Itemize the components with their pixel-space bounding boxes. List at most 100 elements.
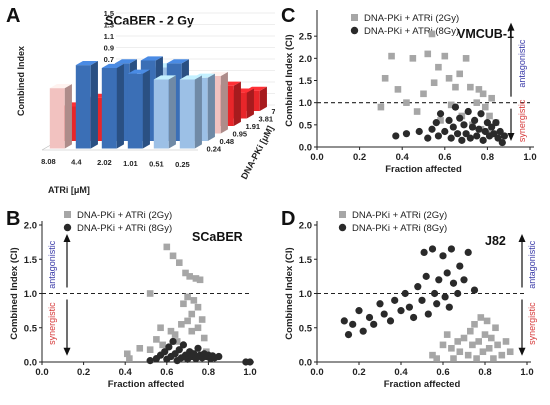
data-point-square [184,293,191,301]
y-tick-label: 0.5 [24,323,38,334]
y-axis-label: Combined Index (CI) [9,247,20,339]
x-tick-label: 1.01 [123,159,138,168]
legend-marker-square [64,211,71,218]
bar-side-face [246,88,254,119]
synergistic-arrow-head [63,347,71,356]
x-tick-label: 0.6 [438,152,451,163]
y-tick-label: 2.0 [299,221,312,232]
panel-label-a: A [6,5,20,27]
bar-side-face [168,75,176,149]
data-point-circle [436,110,445,118]
bar-top-face [101,63,124,68]
chart-title: SCaBER [192,230,243,244]
data-point-square [200,334,208,342]
y-tick-label: 1.0 [299,98,312,109]
data-point-circle [365,313,374,322]
bar-top-face [140,56,163,61]
data-point-square [498,351,506,359]
data-point-square [188,310,196,318]
data-point-circle [481,127,489,136]
data-point-square [502,338,510,345]
data-point-circle [424,134,432,142]
data-point-circle [483,119,491,127]
data-point-square [178,321,185,328]
data-point-square [481,331,489,338]
data-point-circle [441,293,449,301]
x-tick-label: 0.2 [353,152,366,163]
data-point-circle [475,125,483,133]
x-tick-label: 0.4 [394,367,408,378]
data-point-square [490,355,497,362]
data-point-circle [458,136,466,144]
data-point-circle [146,357,154,365]
data-point-circle [456,114,464,122]
chart-title-a: SCaBER - 2 Gy [105,14,194,28]
data-point-square [430,79,438,87]
data-point-circle [391,296,399,304]
data-point-circle [432,119,440,127]
y-tick-label: 1.5 [299,76,313,87]
data-point-circle [401,289,409,298]
data-point-circle [370,320,378,328]
z-tick-label: 0.9 [104,44,114,53]
data-point-circle [405,303,413,311]
atri-axis-ticks: 8.08 4.4 2.02 1.01 0.51 0.25 [41,157,190,169]
data-point-square [186,273,193,280]
data-point-circle [473,132,481,140]
data-point-square [194,303,202,311]
x-tick-label: 4.4 [71,158,82,167]
bar-top-face [166,59,189,64]
data-point-square [159,341,166,349]
data-point-circle [165,343,173,351]
z-tick-label: 0.7 [104,55,114,64]
y-tick-label: 1.0 [24,289,37,300]
bar-side-face [259,86,267,111]
data-point-circle [488,123,496,131]
data-point-square [377,103,385,111]
data-point-circle [443,269,451,277]
data-point-circle [402,130,411,138]
bar-front-face [127,73,143,149]
data-point-square [456,70,464,78]
data-point-square [163,243,171,251]
data-point-square [146,346,154,353]
y-tick-label: 0.0 [299,358,312,369]
bar-side-face [220,71,228,134]
bar-top-face [127,69,150,74]
z-tick-label: 1.5 [104,9,114,18]
legend-marker-circle [350,26,359,35]
data-point-circle [169,337,177,346]
data-point-circle [175,346,183,354]
data-point-square [146,290,154,297]
data-point-square [437,117,444,124]
data-point-circle [433,300,441,308]
data-point-square [435,63,442,71]
y-tick-label: 2.5 [299,32,313,43]
legend-label: DNA-PKi + ATRi (2Gy) [352,210,447,221]
data-point-square [475,338,482,345]
data-point-circle [194,344,202,352]
bar-front-face [153,79,169,149]
y-tick-label: 0.5 [299,120,313,131]
data-point-circle [410,313,418,322]
data-point-square [441,52,449,60]
data-point-square [462,55,470,62]
data-point-circle [464,107,472,116]
data-point-square [175,259,183,266]
data-point-square [479,90,487,98]
antagonistic-arrow-head [63,233,71,242]
data-point-circle [470,286,479,294]
data-point-square [153,336,160,343]
data-point-square [136,345,144,352]
panel-label: B [6,208,20,230]
x-tick-label: 0.0 [35,367,48,378]
y-tick-label: 0.0 [24,358,37,369]
data-point-square [471,321,478,328]
data-point-circle [498,138,506,147]
bar-front-face [101,68,117,149]
data-point-circle [386,317,395,325]
data-point-circle [349,320,357,328]
data-point-square [394,86,402,93]
data-point-square [388,52,395,60]
x-tick-label: 0.8 [481,152,494,163]
